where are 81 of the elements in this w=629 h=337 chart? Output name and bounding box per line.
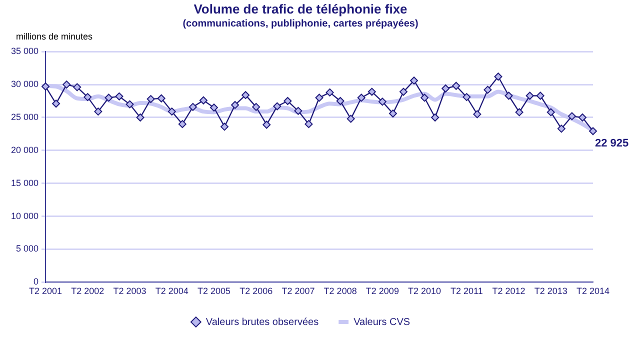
point [94, 108, 102, 116]
legend-label: Valeurs brutes observées [206, 316, 319, 328]
legend-label: Valeurs CVS [354, 316, 410, 328]
x-tick-label: T2 2011 [450, 286, 483, 296]
point [284, 97, 292, 106]
x-tick-label: T2 2009 [366, 286, 399, 296]
point [589, 127, 597, 136]
point [136, 113, 144, 122]
point [231, 100, 240, 109]
x-tick-label: T2 2012 [492, 286, 526, 296]
x-tick-label: T2 2006 [240, 286, 273, 296]
y-tick-label: 0 [34, 276, 39, 287]
point [73, 83, 82, 92]
y-tick-label: 25 000 [10, 112, 39, 122]
point [242, 91, 250, 100]
point [52, 100, 60, 108]
y-tick-label: 15 000 [10, 178, 39, 188]
y-tick-label: 10 000 [10, 210, 39, 221]
point [546, 108, 555, 116]
x-tick-label: T2 2003 [113, 286, 146, 296]
point [536, 92, 544, 100]
chart-title: Volume de trafic de téléphonie fixe [194, 1, 408, 16]
point [220, 122, 229, 131]
point [368, 88, 376, 96]
point [515, 108, 524, 116]
point [526, 92, 534, 100]
x-tick-label: T2 2008 [324, 286, 357, 296]
point [557, 124, 566, 133]
point [315, 94, 324, 102]
point [84, 93, 92, 102]
point [294, 106, 302, 115]
point [473, 110, 482, 118]
point [273, 102, 282, 110]
point [336, 97, 344, 106]
point [388, 110, 397, 118]
x-tick-label: T2 2010 [408, 286, 442, 296]
point [399, 88, 408, 96]
point [484, 86, 492, 94]
point [188, 102, 197, 111]
point [168, 108, 176, 116]
point [104, 94, 113, 102]
point [126, 100, 134, 108]
x-tick-label: T2 2014 [576, 286, 610, 296]
point [462, 93, 471, 102]
y-tick-label: 20 000 [10, 144, 39, 155]
point [178, 120, 186, 128]
point [420, 94, 429, 102]
point [568, 112, 576, 120]
point [210, 104, 218, 112]
annotation: 22 925 [595, 138, 629, 150]
point [262, 120, 271, 129]
x-tick-label: T2 2001 [29, 286, 62, 296]
point [410, 76, 418, 85]
y-tick-label: 5 000 [16, 244, 39, 254]
x-tick-label: T2 2005 [197, 286, 230, 296]
point [42, 82, 50, 91]
y-tick-label: 35 000 [10, 46, 39, 56]
point [504, 92, 513, 100]
point [146, 95, 155, 104]
point [62, 80, 71, 89]
point [442, 84, 450, 92]
point [157, 94, 166, 102]
x-tick-label: T2 2007 [282, 286, 315, 296]
point [115, 92, 124, 100]
point [378, 98, 386, 106]
point [252, 102, 260, 111]
point [452, 82, 460, 90]
point [199, 96, 208, 104]
x-tick-label: T2 2004 [155, 286, 188, 296]
point [346, 114, 355, 123]
point [304, 120, 313, 128]
chart-subtitle: (communications, publiphonie, cartes prépayées) [182, 18, 418, 30]
y-tick-label: 30 000 [10, 79, 39, 90]
point [326, 88, 334, 96]
x-tick-label: T2 2002 [71, 286, 104, 296]
x-tick-label: T2 2013 [534, 286, 568, 296]
point [357, 94, 366, 102]
point [431, 113, 440, 122]
y-axis-title: millions de minutes [16, 32, 94, 42]
point [494, 72, 502, 81]
point [578, 113, 586, 122]
